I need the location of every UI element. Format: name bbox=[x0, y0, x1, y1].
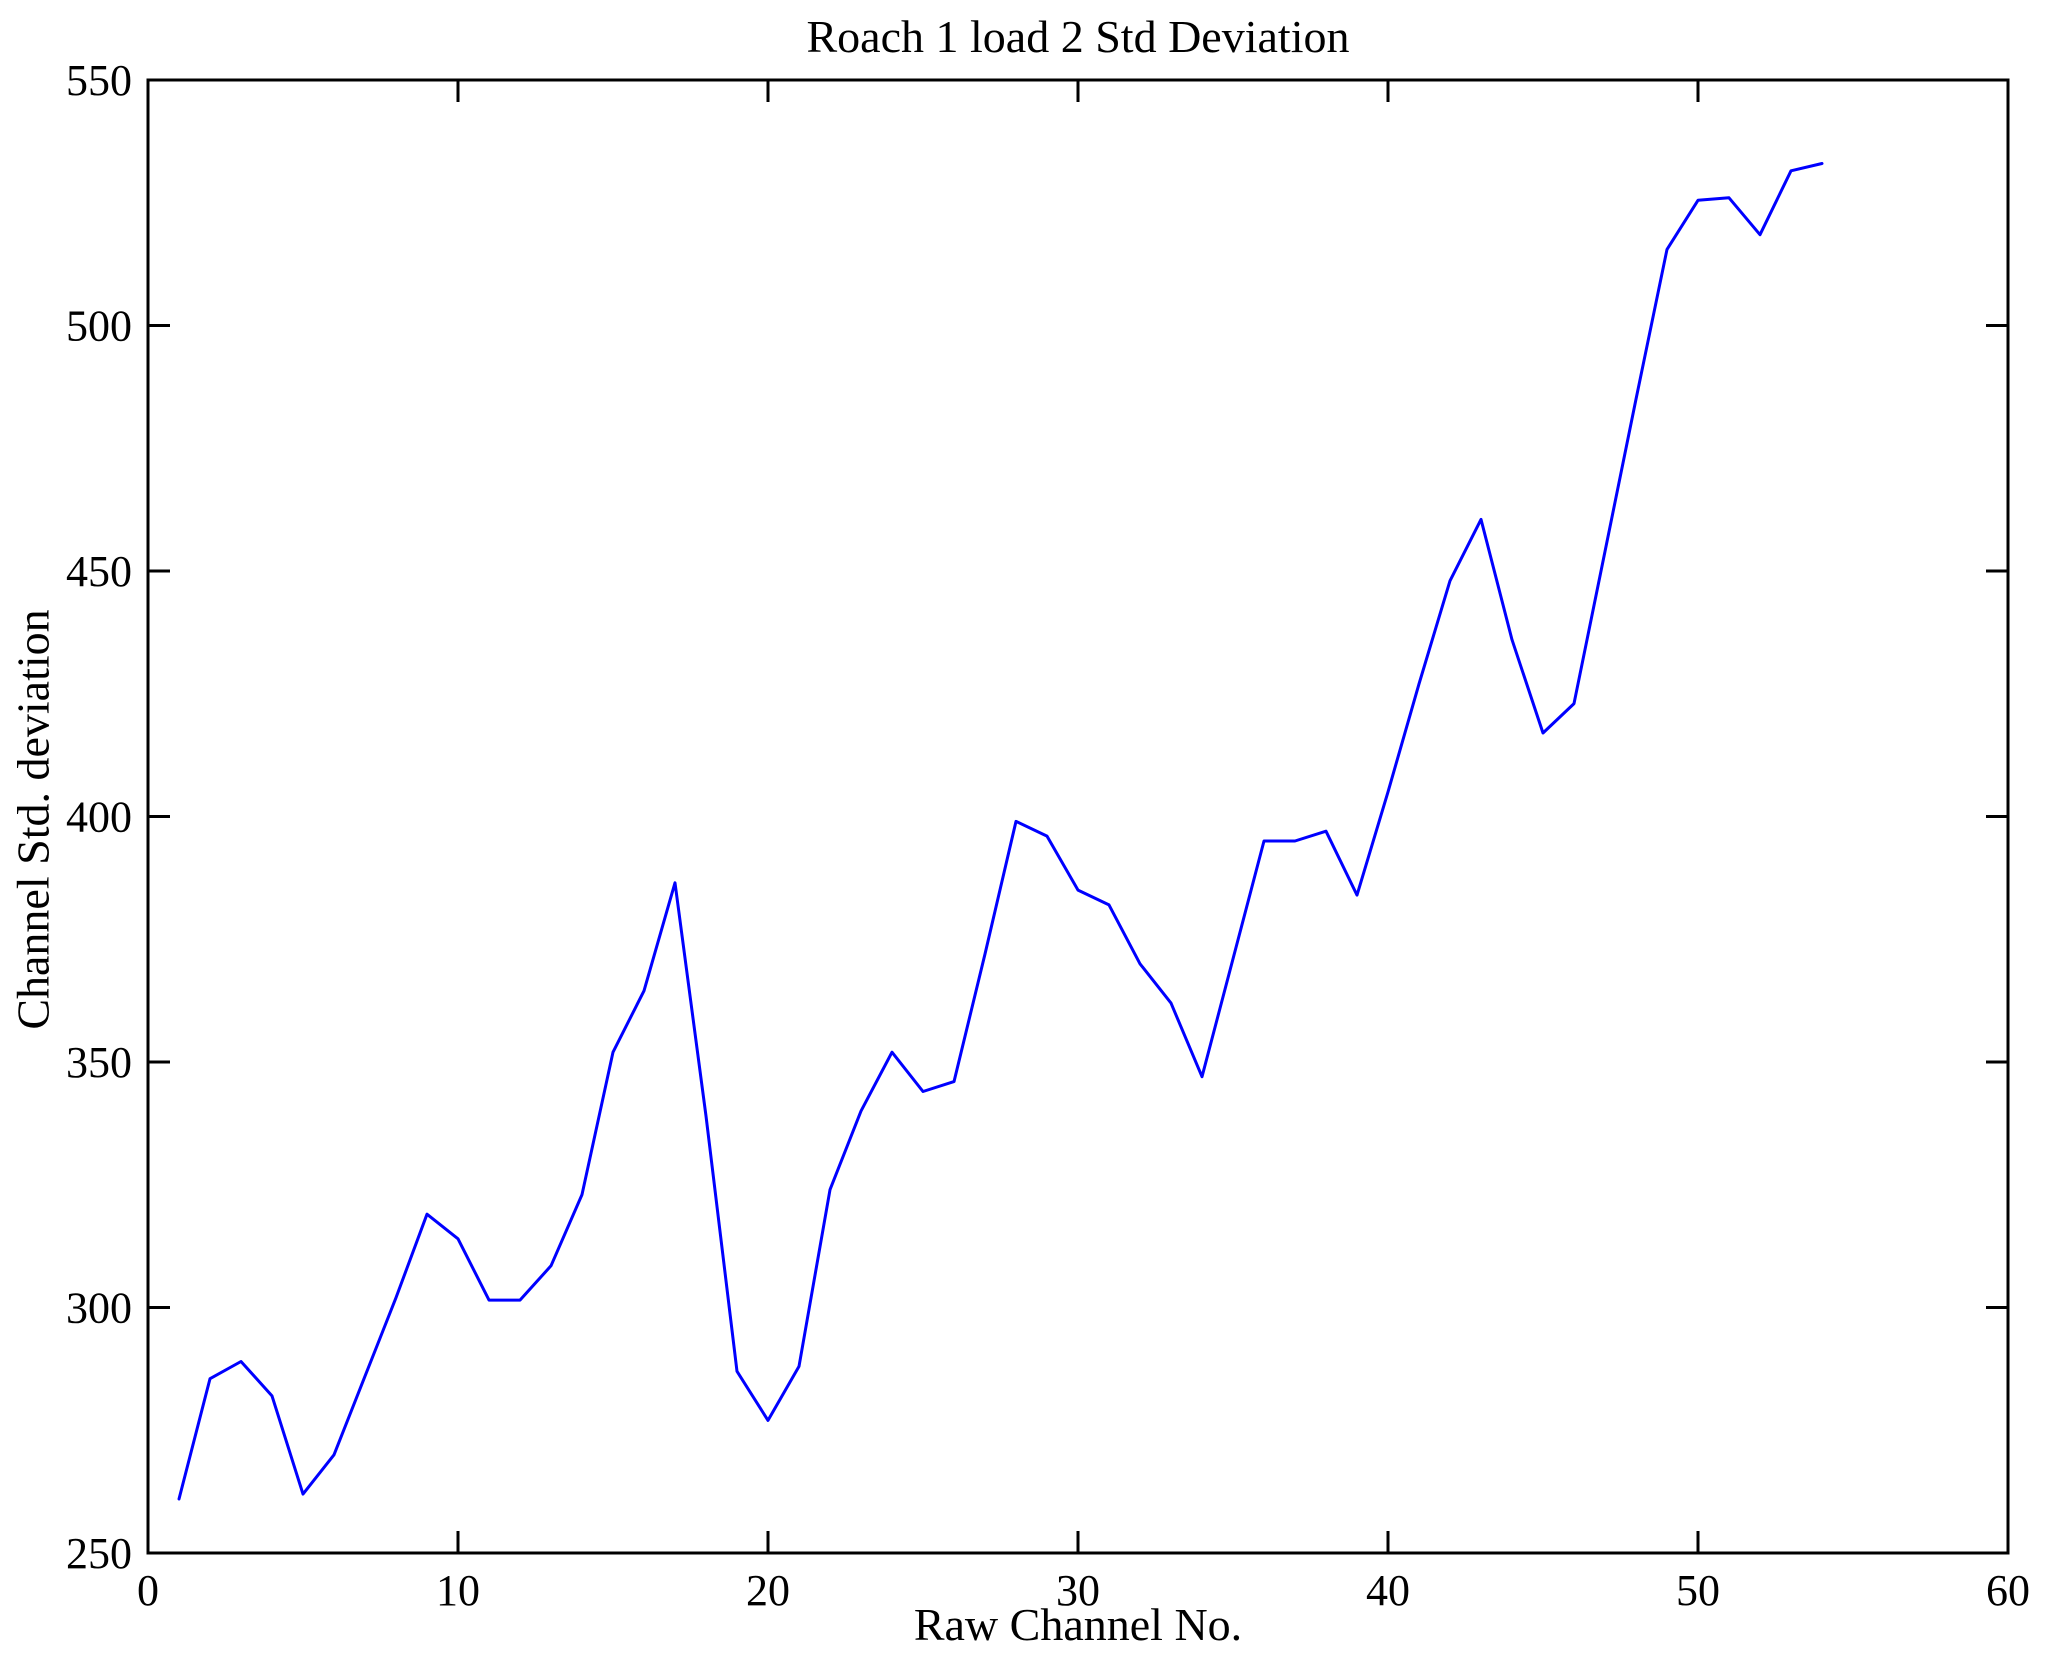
plot-box bbox=[146, 78, 2010, 1555]
y-tick-label: 250 bbox=[66, 1529, 132, 1578]
y-tick-label: 300 bbox=[66, 1284, 132, 1333]
x-tick-label: 30 bbox=[1056, 1566, 1100, 1615]
y-tick-label: 500 bbox=[66, 302, 132, 351]
x-tick-label: 50 bbox=[1676, 1566, 1720, 1615]
data-line bbox=[177, 162, 1824, 1501]
y-tick-label: 550 bbox=[66, 56, 132, 105]
x-axis-label: Raw Channel No. bbox=[913, 1599, 1243, 1650]
x-tick-label: 40 bbox=[1366, 1566, 1410, 1615]
y-tick-label: 350 bbox=[66, 1038, 132, 1087]
x-tick-label: 60 bbox=[1986, 1566, 2030, 1615]
x-tick-label: 20 bbox=[746, 1566, 790, 1615]
y-axis-label: Channel Std. deviation bbox=[7, 609, 59, 1030]
y-tick-label: 450 bbox=[66, 547, 132, 596]
x-tick-label: 10 bbox=[436, 1566, 480, 1615]
x-tick-label: 0 bbox=[137, 1566, 159, 1615]
y-tick-label: 400 bbox=[66, 793, 132, 842]
chart-title: Roach 1 load 2 Std Deviation bbox=[806, 11, 1350, 62]
